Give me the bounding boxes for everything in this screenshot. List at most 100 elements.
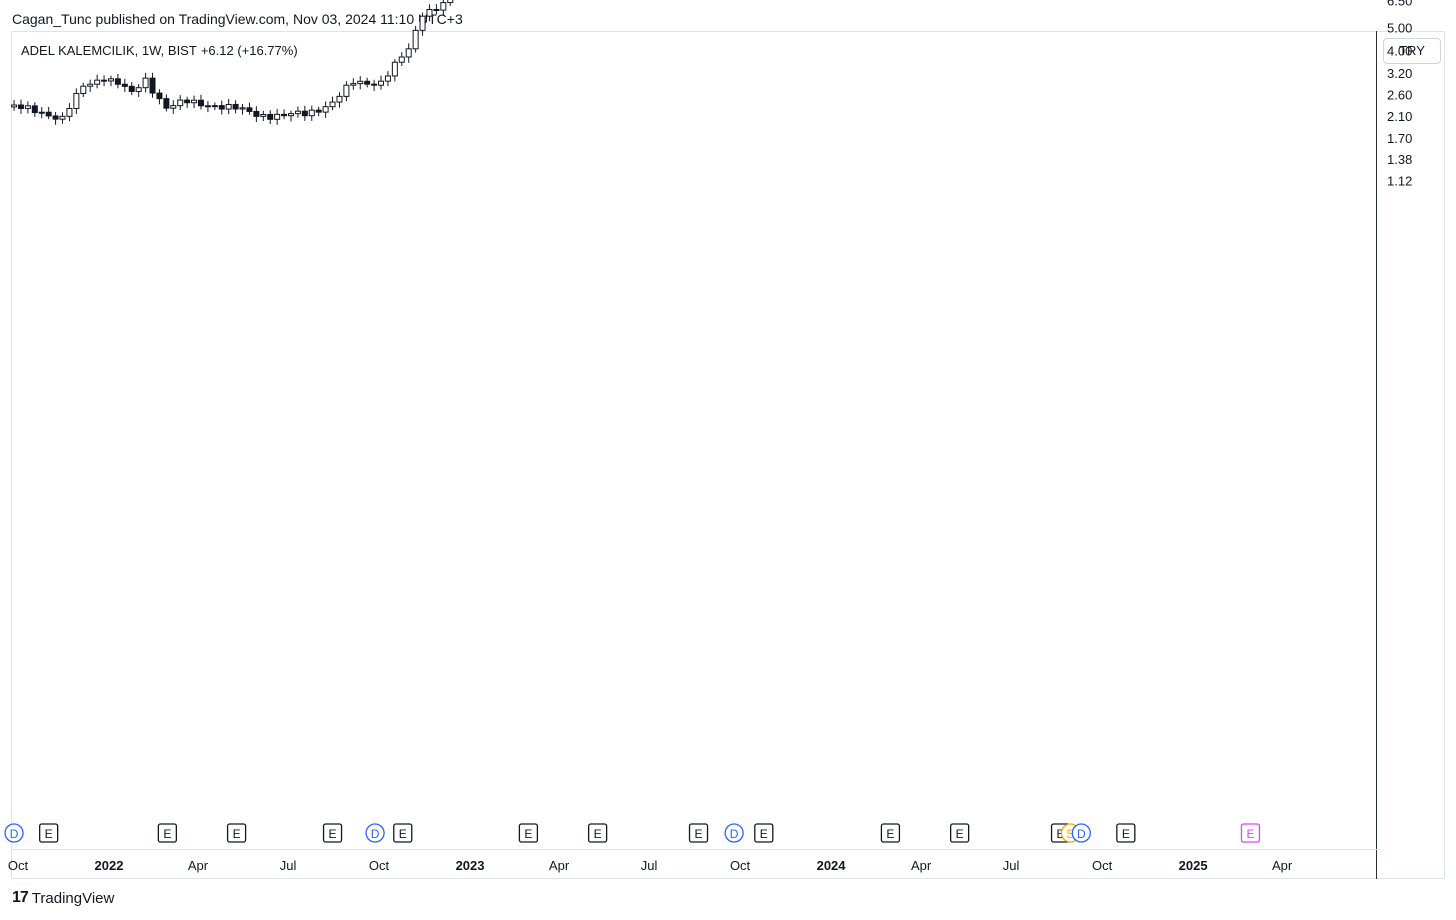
candle-up [274, 113, 281, 120]
candle-up [308, 109, 315, 117]
earnings-letter: E [594, 827, 602, 841]
earnings-icon [950, 823, 970, 843]
price-tick-label: 1.70 [1387, 131, 1412, 146]
tradingview-footer[interactable]: 17 TradingView [12, 889, 114, 907]
earnings-icon [39, 823, 59, 843]
price-tick-label: 1.12 [1387, 174, 1412, 189]
candle-down [232, 103, 239, 110]
earnings-icon [754, 823, 774, 843]
earnings-icon [1240, 823, 1261, 843]
chart-frame [11, 31, 1445, 879]
candle-down [253, 110, 260, 117]
price-axis-divider [1376, 31, 1377, 879]
candle-up [294, 110, 301, 115]
candle-up [398, 56, 405, 63]
time-tick-label: Apr [1272, 858, 1293, 873]
candle-down [218, 105, 225, 110]
earnings-icon [1116, 823, 1136, 843]
candle-down [31, 105, 38, 114]
earnings-letter: E [695, 827, 703, 841]
candle-up [11, 104, 18, 108]
time-tick-label: Apr [188, 858, 209, 873]
time-tick-label: Oct [8, 858, 29, 873]
candle-up [94, 79, 101, 85]
candle-up [378, 80, 385, 86]
earnings-letter: E [163, 827, 171, 841]
earnings-icon [157, 823, 178, 843]
dividend-icon [1071, 823, 1091, 843]
candle-up [447, 0, 454, 4]
earnings-letter: E [329, 827, 337, 841]
candle-down [246, 107, 253, 112]
earnings-icon [393, 823, 413, 843]
candle-down [128, 85, 135, 92]
split-letter: S [1066, 827, 1074, 841]
candle-up [142, 77, 149, 89]
candle-down [163, 98, 170, 109]
time-tick-label: 2023 [456, 858, 485, 873]
candle-down [156, 92, 163, 100]
candle-up [440, 2, 447, 11]
time-tick-label: Oct [730, 858, 751, 873]
candle-down [121, 83, 128, 87]
candle-up [225, 103, 232, 110]
candle-down [197, 99, 204, 107]
candle-up [412, 29, 419, 50]
price-tick-label: 3.20 [1387, 66, 1412, 81]
price-tick-label: 6.50 [1387, 0, 1412, 9]
earnings-icon [688, 823, 709, 843]
candle-down [101, 79, 108, 82]
price-tick-label: 2.10 [1387, 109, 1412, 124]
candle-up [87, 83, 94, 87]
dividend-letter: D [371, 827, 380, 841]
candle-down [114, 78, 121, 85]
earnings-icon [226, 823, 247, 843]
earnings-letter: E [1122, 827, 1130, 841]
candle-down [204, 105, 211, 108]
dividend-letter: D [730, 827, 739, 841]
time-axis-ticks: Oct 2022 Apr Jul Oct 2023 Apr Jul Oct 2024 Apr Jul O… [8, 858, 1293, 873]
candle-up [343, 84, 350, 97]
candle-up [357, 80, 364, 85]
candle-up [419, 15, 426, 31]
candle-up [288, 113, 294, 117]
candle-down [149, 77, 156, 94]
earnings-icon [322, 823, 343, 843]
earnings-icon [880, 823, 901, 843]
time-tick-label: 2022 [95, 858, 124, 873]
candle-up [107, 78, 114, 82]
earnings-icon [587, 823, 608, 843]
candle-down [267, 114, 274, 120]
time-axis-divider [11, 849, 1377, 850]
earnings-letter: E [524, 827, 532, 841]
candle-up [260, 114, 267, 117]
candle-up [239, 107, 246, 110]
time-tick-label: Apr [549, 858, 570, 873]
time-tick-label: Apr [911, 858, 932, 873]
candle-up [59, 115, 66, 120]
tradingview-logo-icon: 17 [12, 889, 29, 906]
candle-up [24, 105, 31, 109]
candle-up [135, 87, 142, 92]
candle-up [336, 95, 343, 103]
earnings-letter: E [233, 827, 241, 841]
earnings-letter: E [956, 827, 964, 841]
dividend-icon [365, 823, 385, 843]
price-axis-ticks: 100.080.0064.0052.0034.0026.0020.0016.00… [1387, 0, 1412, 189]
price-tick-label: 2.60 [1387, 87, 1412, 102]
candle-down [17, 104, 24, 109]
symbol-info: ADEL KALEMCILIK, 1W, BIST [21, 43, 197, 58]
candles-layer [11, 0, 454, 125]
candle-up [80, 85, 87, 94]
dividend-icon [724, 823, 744, 843]
brand-name: TradingView [31, 889, 115, 907]
time-tick-label: Oct [369, 858, 390, 873]
time-tick-label: 2024 [817, 858, 847, 873]
earnings-letter: E [886, 827, 894, 841]
dividend-letter: D [1077, 827, 1086, 841]
candle-up [211, 105, 218, 108]
price-tick-label: 4.00 [1387, 43, 1412, 58]
currency-button[interactable]: TRY [1383, 38, 1441, 64]
